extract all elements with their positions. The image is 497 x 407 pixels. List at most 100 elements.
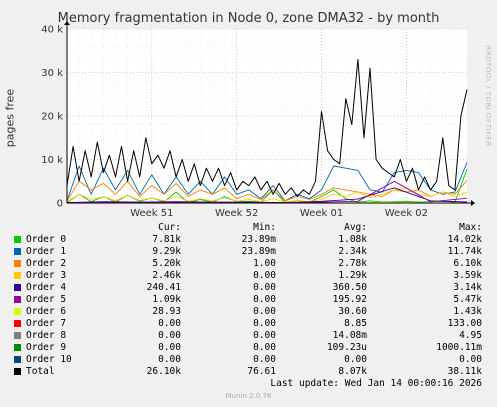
legend-min: 0.00 xyxy=(253,306,276,317)
legend-row: Order 1 9.29k 23.89m 2.34k 11.74k xyxy=(0,246,497,258)
legend-max: 38.11k xyxy=(447,366,482,377)
legend-min: 0.00 xyxy=(253,354,276,365)
legend-row: Order 10 0.00 0.00 0.00 0.00 xyxy=(0,354,497,366)
legend-swatch xyxy=(14,260,21,267)
y-tick-label: 0 xyxy=(57,199,63,210)
legend-max: 6.10k xyxy=(453,258,482,269)
legend-max: 0.00 xyxy=(459,354,482,365)
legend-row: Order 5 1.09k 0.00 195.92 5.47k xyxy=(0,294,497,306)
legend-row: Order 6 28.93 0.00 30.60 1.43k xyxy=(0,306,497,318)
series-line-order-2 xyxy=(66,180,468,202)
legend-label: Order 3 xyxy=(26,270,67,281)
legend-label: Order 1 xyxy=(26,246,67,257)
legend-row: Order 8 0.00 0.00 14.08m 4.95 xyxy=(0,330,497,342)
legend-row: Order 0 7.81k 23.89m 1.08k 14.02k xyxy=(0,234,497,246)
legend-avg: 2.78k xyxy=(338,258,367,269)
legend-label: Order 9 xyxy=(26,342,67,353)
legend-cur: 0.00 xyxy=(158,330,181,341)
legend-swatch xyxy=(14,308,21,315)
legend-max: 5.47k xyxy=(453,294,482,305)
legend-min: 0.00 xyxy=(253,270,276,281)
legend-swatch xyxy=(14,344,21,351)
legend-cur: 28.93 xyxy=(152,306,181,317)
legend-label: Total xyxy=(26,366,55,377)
legend-cur: 0.00 xyxy=(158,318,181,329)
legend-label: Order 8 xyxy=(26,330,67,341)
legend-swatch xyxy=(14,356,21,363)
legend-avg: 8.85 xyxy=(344,318,367,329)
legend-avg: 360.50 xyxy=(332,282,367,293)
legend-max: 11.74k xyxy=(447,246,482,257)
legend-min: 0.00 xyxy=(253,318,276,329)
legend-cur: 26.10k xyxy=(146,366,181,377)
legend-row: Order 4 240.41 0.00 360.50 3.14k xyxy=(0,282,497,294)
legend-row: Order 3 2.46k 0.00 1.29k 3.59k xyxy=(0,270,497,282)
legend-avg: 1.29k xyxy=(338,270,367,281)
legend-swatch xyxy=(14,248,21,255)
legend-cur: 2.46k xyxy=(152,270,181,281)
legend-swatch xyxy=(14,284,21,291)
legend-cur: 5.20k xyxy=(152,258,181,269)
legend-cur: 0.00 xyxy=(158,354,181,365)
legend-avg: 30.60 xyxy=(338,306,367,317)
legend-swatch xyxy=(14,320,21,327)
chart-title: Memory fragmentation in Node 0, zone DMA… xyxy=(57,11,440,26)
legend-max: 133.00 xyxy=(447,318,482,329)
legend-min: 0.00 xyxy=(253,294,276,305)
x-tick-label: Week 01 xyxy=(300,208,343,219)
munin-version: Munin 2.0.76 xyxy=(225,392,272,400)
series-line-order-1 xyxy=(66,162,468,202)
legend-header-max: Max: xyxy=(459,222,482,233)
x-axis-arrow xyxy=(471,200,475,206)
legend-swatch xyxy=(14,332,21,339)
legend-label: Order 5 xyxy=(26,294,67,305)
legend-min: 23.89m xyxy=(241,246,276,257)
legend-min: 0.00 xyxy=(253,282,276,293)
x-tick-labels: Week 51 Week 52 Week 01 Week 02 xyxy=(130,208,428,219)
legend-cur: 0.00 xyxy=(158,342,181,353)
legend-min: 0.00 xyxy=(253,342,276,353)
axes xyxy=(64,21,475,206)
legend-header-avg: Avg: xyxy=(344,222,367,233)
legend-avg: 2.34k xyxy=(338,246,367,257)
legend-cur: 9.29k xyxy=(152,246,181,257)
x-tick-label: Week 51 xyxy=(130,208,173,219)
y-tick-label: 10 k xyxy=(41,155,63,166)
legend-header-min: Min: xyxy=(253,222,276,233)
legend-row: Total 26.10k 76.61 8.07k 38.11k xyxy=(0,366,497,378)
legend-min: 0.00 xyxy=(253,330,276,341)
legend-header-cur: Cur: xyxy=(158,222,181,233)
legend-avg: 14.08m xyxy=(332,330,367,341)
chart-svg: 010 k20 k30 k40 k Week 51 Week 52 Week 01 W… xyxy=(41,21,475,219)
legend-label: Order 0 xyxy=(26,234,67,245)
last-update: Last update: Wed Jan 14 00:00:16 2026 xyxy=(270,378,482,389)
legend-swatch xyxy=(14,368,21,375)
legend-avg: 109.23u xyxy=(326,342,367,353)
x-tick-label: Week 02 xyxy=(385,208,428,219)
y-tick-label: 40 k xyxy=(41,25,63,36)
legend-avg: 0.00 xyxy=(344,354,367,365)
legend-max: 14.02k xyxy=(447,234,482,245)
legend-label: Order 7 xyxy=(26,318,67,329)
legend-min: 1.00 xyxy=(253,258,276,269)
legend-avg: 1.08k xyxy=(338,234,367,245)
legend-min: 76.61 xyxy=(247,366,276,377)
legend-max: 1000.11m xyxy=(436,342,482,353)
legend-avg: 8.07k xyxy=(338,366,367,377)
legend-swatch xyxy=(14,296,21,303)
legend-swatch xyxy=(14,236,21,243)
legend-max: 1.43k xyxy=(453,306,482,317)
series-line-total xyxy=(66,59,468,197)
series-line-order-3 xyxy=(66,187,468,203)
legend-cur: 240.41 xyxy=(146,282,181,293)
y-tick-label: 30 k xyxy=(41,68,63,79)
legend-row: Order 7 0.00 0.00 8.85 133.00 xyxy=(0,318,497,330)
legend-swatch xyxy=(14,272,21,279)
legend-avg: 195.92 xyxy=(332,294,367,305)
legend-label: Order 2 xyxy=(26,258,67,269)
legend-cur: 7.81k xyxy=(152,234,181,245)
legend-label: Order 4 xyxy=(26,282,67,293)
legend-cur: 1.09k xyxy=(152,294,181,305)
x-tick-label: Week 52 xyxy=(215,208,258,219)
y-axis-arrow xyxy=(64,21,70,25)
